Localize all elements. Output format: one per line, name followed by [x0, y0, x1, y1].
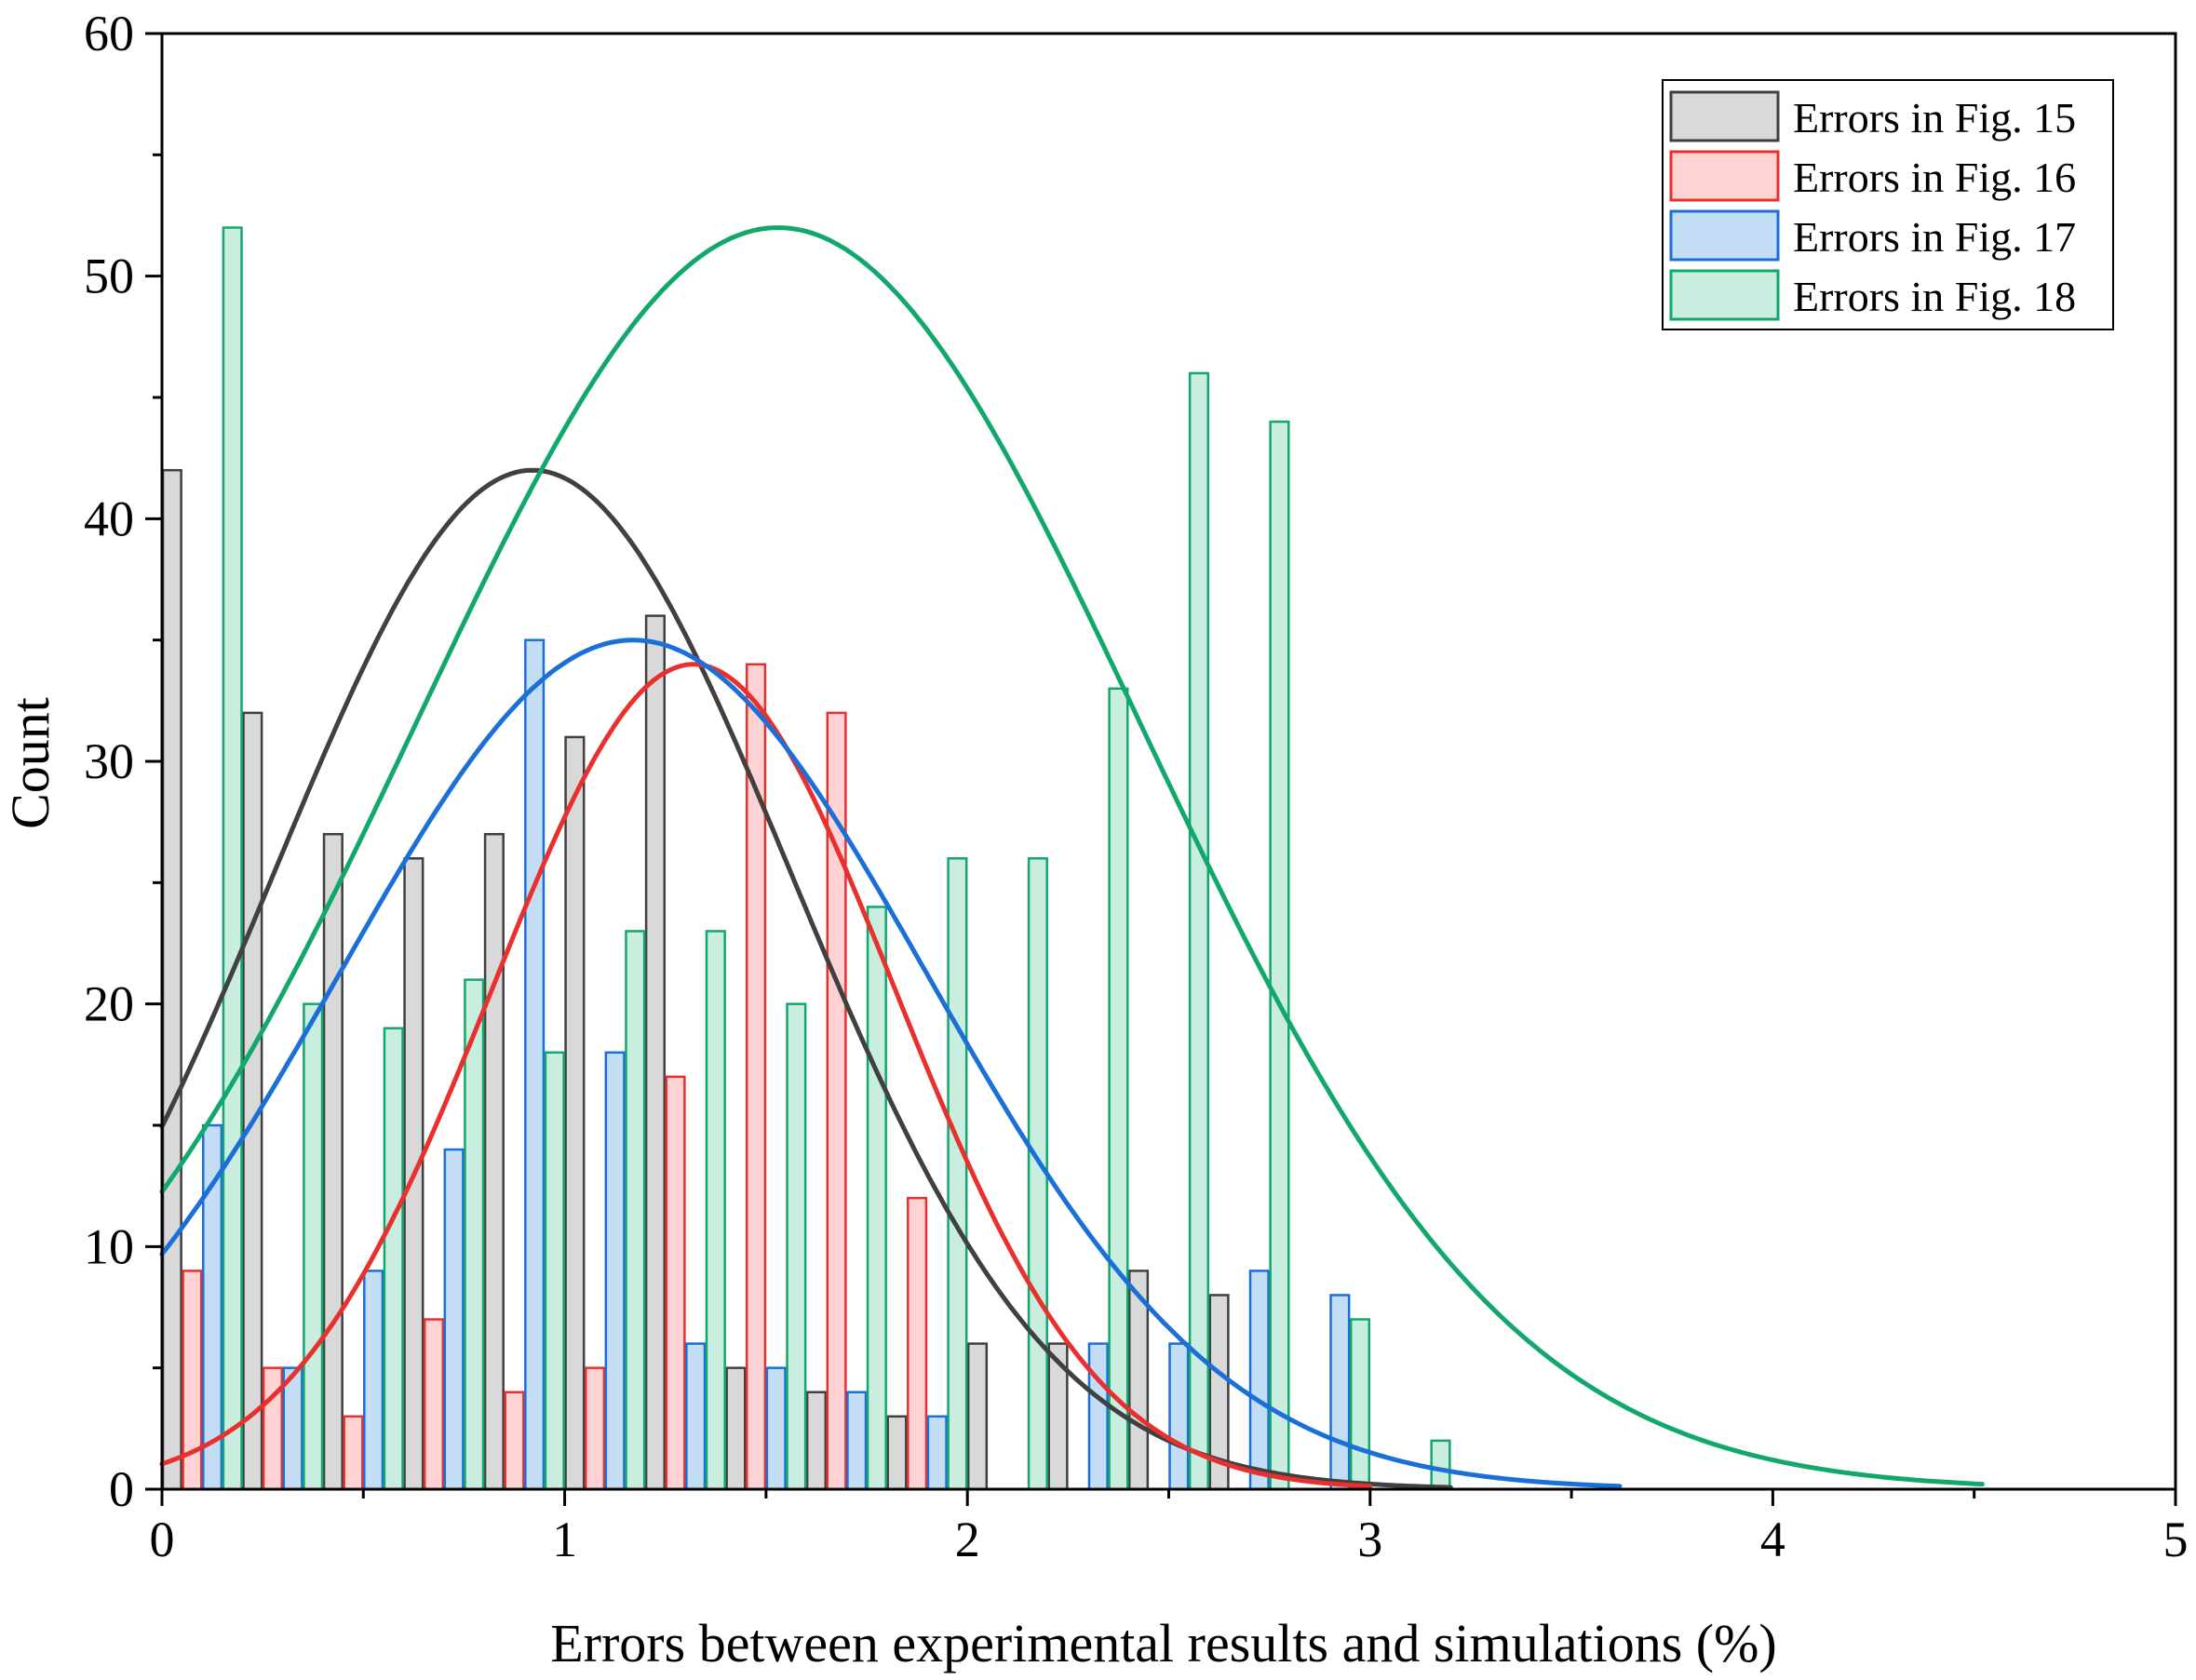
legend-label-fig16: Errors in Fig. 16 [1793, 154, 2076, 201]
bar-series4-bin15 [1349, 1318, 1371, 1491]
x-tick-label: 4 [1760, 1512, 1785, 1567]
x-axis-title: Errors between experimental results and … [550, 1613, 1777, 1673]
bar-series1-bin7 [644, 614, 666, 1491]
legend-swatch-fig16 [1669, 150, 1780, 202]
fit-curve-series4 [159, 225, 1985, 1487]
bar-series1-bin8 [725, 1366, 747, 1491]
legend-entry-fig15: Errors in Fig. 15 [1669, 90, 2076, 142]
bar-series2-bin2 [262, 1366, 284, 1491]
bar-series4-bin10 [947, 857, 968, 1491]
bar-series3-bin8 [765, 1366, 787, 1491]
bar-series3-bin13 [1168, 1342, 1190, 1491]
bar-series1-bin6 [564, 735, 586, 1491]
x-tick-label: 3 [1357, 1512, 1382, 1567]
legend-label-fig18: Errors in Fig. 18 [1793, 273, 2076, 320]
y-tick-label: 30 [84, 733, 134, 789]
legend-swatch-fig18 [1669, 269, 1780, 321]
fit-curve-series3 [159, 638, 1623, 1489]
y-tick-label: 20 [84, 976, 134, 1032]
x-tick-label: 2 [955, 1512, 980, 1567]
bar-series3-bin7 [685, 1342, 707, 1491]
y-tick-label: 0 [109, 1461, 134, 1517]
fit-curve-series2 [159, 662, 1373, 1489]
bar-series2-bin6 [584, 1366, 606, 1491]
bar-series4-bin2 [303, 1002, 324, 1491]
bar-series3-bin15 [1329, 1294, 1351, 1491]
bar-series3-bin4 [443, 1148, 465, 1491]
y-axis-title: Count [0, 697, 61, 829]
bar-series3-bin6 [604, 1051, 626, 1491]
bar-series4-bin4 [464, 978, 485, 1491]
legend-entry-fig18: Errors in Fig. 18 [1669, 269, 2076, 321]
bar-series3-bin14 [1248, 1270, 1270, 1491]
y-tick-label: 10 [84, 1218, 134, 1274]
bar-series4-bin14 [1269, 420, 1290, 1491]
y-tick-label: 40 [84, 491, 134, 546]
bar-series4-bin8 [786, 1002, 807, 1491]
legend: Errors in Fig. 15 Errors in Fig. 16 Erro… [1662, 79, 2114, 330]
legend-entry-fig16: Errors in Fig. 16 [1669, 150, 2076, 202]
x-tick-label: 0 [150, 1512, 175, 1567]
bar-series1-bin1 [161, 468, 182, 1491]
bar-series1-bin11 [966, 1342, 989, 1491]
bar-series1-bin2 [242, 711, 263, 1491]
bar-series2-bin3 [343, 1415, 364, 1491]
y-tick-label: 60 [84, 6, 134, 61]
bar-series4-bin7 [705, 930, 726, 1491]
bar-series2-bin5 [504, 1391, 525, 1491]
y-tick-label: 50 [84, 249, 134, 304]
bar-series4-bin5 [544, 1051, 565, 1491]
bar-series3-bin12 [1087, 1342, 1109, 1491]
normal-fit-curves [159, 225, 1985, 1490]
x-tick-label: 5 [2163, 1512, 2189, 1567]
bar-series3-bin10 [926, 1415, 948, 1491]
legend-label-fig17: Errors in Fig. 17 [1793, 213, 2076, 261]
bar-series4-bin16 [1430, 1439, 1451, 1491]
bar-series4-bin6 [625, 930, 646, 1491]
bar-series4-bin13 [1188, 371, 1210, 1491]
legend-label-fig15: Errors in Fig. 15 [1793, 94, 2076, 141]
fit-curve-series1 [159, 467, 1453, 1490]
bar-series3-bin3 [363, 1270, 384, 1491]
bar-series1-bin9 [805, 1391, 828, 1491]
bar-series1-bin5 [483, 832, 505, 1491]
bar-series4-bin9 [866, 906, 887, 1491]
legend-entry-fig17: Errors in Fig. 17 [1669, 209, 2076, 262]
bar-series3-bin1 [202, 1123, 223, 1491]
x-tick-label: 1 [552, 1512, 577, 1567]
bar-series4-bin1 [222, 226, 243, 1491]
bar-series1-bin3 [322, 832, 344, 1491]
bar-series2-bin4 [423, 1318, 445, 1491]
legend-swatch-fig15 [1669, 90, 1780, 142]
legend-swatch-fig17 [1669, 209, 1780, 262]
bar-series1-bin10 [886, 1415, 908, 1491]
bar-series3-bin9 [846, 1391, 868, 1491]
bar-series3-bin2 [282, 1366, 303, 1491]
bar-series3-bin5 [524, 638, 546, 1491]
bar-series2-bin7 [665, 1075, 686, 1491]
bar-series4-bin12 [1108, 687, 1129, 1491]
bar-series4-bin3 [383, 1027, 404, 1491]
bar-series2-bin10 [907, 1196, 928, 1491]
